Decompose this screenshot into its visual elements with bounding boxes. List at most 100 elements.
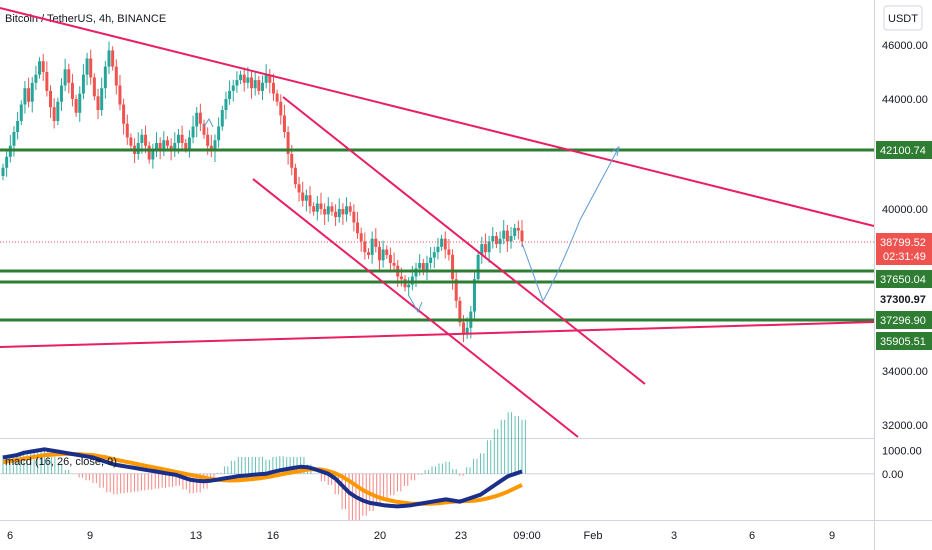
candle-body [345, 206, 349, 215]
candle-body [483, 244, 487, 253]
candle-body [220, 110, 224, 127]
time-tick-label: 13 [190, 530, 202, 542]
price-tick-label: 46000.00 [882, 40, 928, 52]
price-badge-label: 35905.51 [880, 336, 926, 348]
candle-body [516, 227, 520, 231]
candle-body [107, 50, 111, 67]
candle-body [59, 85, 63, 102]
chart-title: Bitcoin / TetherUS, 4h, BINANCE [5, 13, 166, 25]
candle-body [264, 74, 268, 83]
macd-tick-label: 0.00 [882, 469, 903, 481]
candle-body [480, 244, 484, 255]
price-badge-label: 37296.90 [880, 315, 926, 327]
candle-body [472, 279, 476, 312]
candle-body [45, 72, 49, 91]
candle-body [100, 88, 104, 110]
candle-body [447, 249, 451, 255]
candle-body [118, 85, 122, 105]
time-tick-label: 9 [87, 530, 93, 542]
candle-body [348, 206, 352, 212]
candle-body [425, 263, 429, 272]
candle-body [381, 249, 385, 261]
candle-body [52, 107, 56, 121]
price-badge [876, 233, 932, 265]
horizontal-levels [0, 148, 874, 322]
candle-body [162, 140, 166, 149]
price-badge-label: 42100.74 [880, 145, 926, 157]
candle-body [282, 115, 286, 132]
candle-body [158, 143, 162, 149]
candle-body [279, 101, 283, 116]
candle-body [114, 66, 118, 86]
candle-body [275, 93, 279, 102]
time-tick-label: 9 [829, 530, 835, 542]
candle-body [147, 145, 151, 160]
candle-body [63, 69, 67, 86]
candle-body [366, 252, 370, 255]
candle-body [429, 257, 433, 263]
candle-body [151, 151, 155, 160]
candle-body [385, 249, 389, 255]
candle-body [23, 88, 27, 105]
time-tick-label: Feb [584, 530, 603, 542]
candle-body [81, 74, 85, 94]
candle-body [176, 134, 180, 143]
price-badge [876, 141, 932, 159]
candle-body [436, 246, 440, 253]
candle-body [359, 233, 363, 242]
candle-body [520, 230, 524, 242]
candle-body [286, 132, 290, 154]
candle-body [454, 279, 458, 301]
candle-body [392, 263, 396, 266]
candle-body [202, 123, 206, 135]
currency-label: USDT [888, 13, 918, 25]
candle-body [443, 238, 447, 250]
candle-body [125, 123, 129, 138]
candle-body [271, 82, 275, 94]
macd-legend-label: macd (16, 26, close, 9) [5, 456, 117, 468]
price-tick-label: 40000.00 [882, 204, 928, 216]
candle-body [304, 195, 308, 201]
candles-layer [1, 41, 524, 343]
candle-body [239, 74, 243, 81]
time-tick-label: 16 [267, 530, 279, 542]
candle-body [122, 104, 126, 124]
candle-body [308, 195, 312, 207]
candle-body [513, 227, 517, 236]
candle-body [465, 327, 469, 334]
candle-body [356, 222, 360, 234]
candle-body [213, 140, 217, 152]
candle-body [363, 241, 367, 253]
price-axis[interactable]: 46000.00 44000.00 40000.00 34000.00 32000.00 [882, 40, 928, 432]
currency-button[interactable]: USDT [883, 5, 923, 31]
candle-body [5, 156, 9, 168]
candle-body [228, 90, 232, 99]
time-axis[interactable]: 6 9 13 16 20 23 09:00 Feb 3 6 9 [7, 530, 835, 542]
candle-body [180, 134, 184, 143]
price-badge [876, 332, 932, 350]
candle-body [290, 154, 294, 168]
candle-body [242, 74, 246, 83]
candle-body [505, 230, 509, 242]
candle-body [323, 209, 327, 215]
candle-body [250, 77, 254, 89]
candle-body [224, 99, 228, 110]
candle-body [319, 203, 323, 209]
price-badge [876, 311, 932, 329]
candle-body [67, 69, 71, 83]
candle-body [399, 276, 403, 280]
price-badge-label: 37300.97 [880, 294, 926, 306]
candle-body [140, 134, 144, 143]
candle-body [268, 74, 272, 83]
candle-body [103, 66, 107, 89]
candle-body [297, 184, 301, 193]
candle-body [261, 82, 264, 91]
time-tick-label: 20 [374, 530, 386, 542]
candle-body [330, 206, 334, 212]
time-tick-label: 6 [7, 530, 13, 542]
candle-body [16, 121, 20, 132]
candle-body [334, 211, 338, 218]
candle-body [407, 284, 411, 288]
